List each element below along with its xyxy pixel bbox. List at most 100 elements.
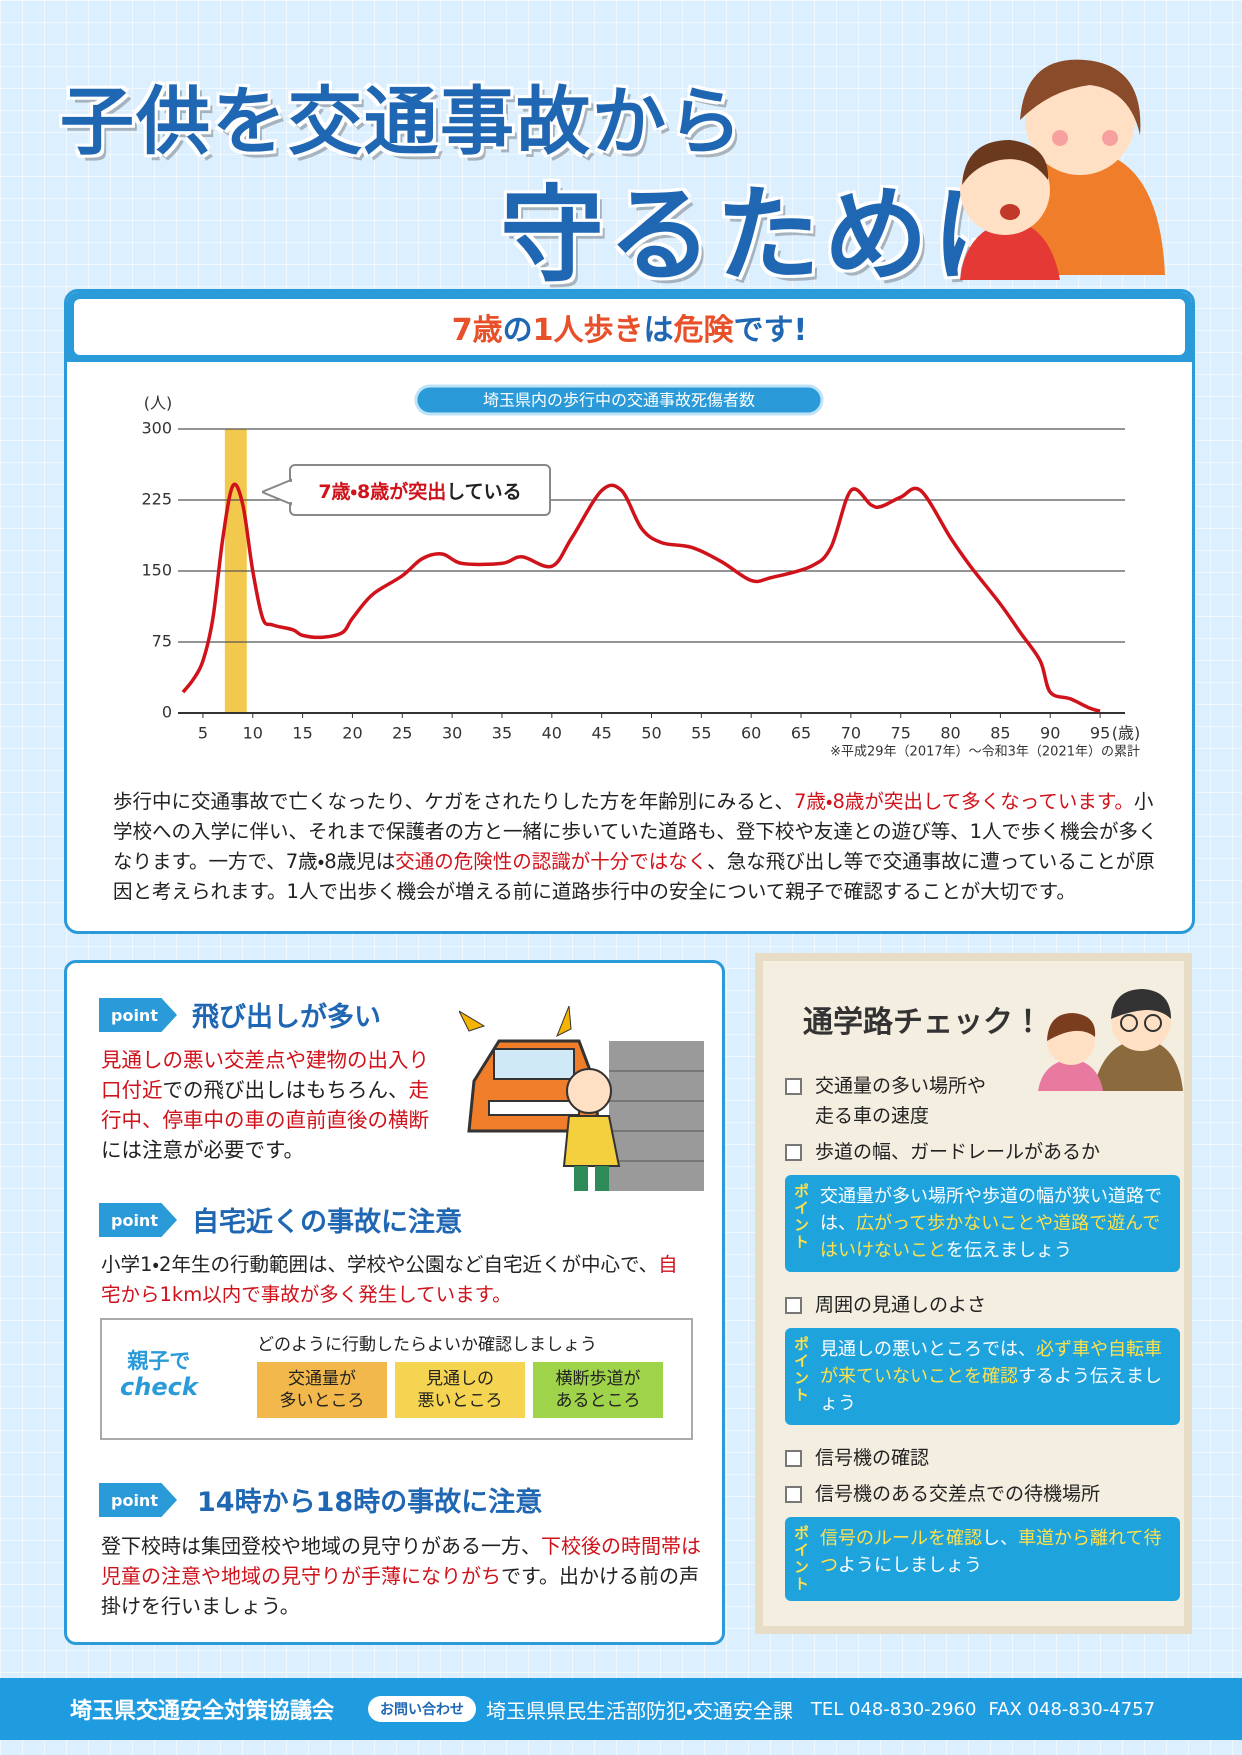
point-body: 見通しの悪い交差点や建物の出入り口付近での飛び出しはもちろん、走行中、停車中の車…	[101, 1045, 446, 1165]
check-item: 交通量の多い場所や 走る車の速度	[785, 1071, 1180, 1131]
check-option: 交通量が 多いところ	[257, 1362, 387, 1418]
point-heading: 飛び出しが多い	[192, 1002, 381, 1033]
option-line: あるところ	[555, 1391, 641, 1411]
text-run: ようにしましょう	[838, 1555, 982, 1576]
option-line: 悪いところ	[417, 1391, 503, 1411]
tip-label: ポイント	[792, 1525, 810, 1593]
x-tick-label: 65	[791, 724, 811, 743]
text-run: 小学1・2年生の行動範囲は、学校や公園など自宅近くが中心で、	[101, 1253, 659, 1276]
chart-area	[97, 377, 1167, 772]
banner-text: 7歳の 1人歩きは危険 です!	[74, 299, 1185, 355]
route-check-title: 通学路チェック！	[803, 1005, 1043, 1040]
x-tick-label: 95	[1090, 724, 1110, 743]
footer: 埼玉県交通安全対策協議会 お問い合わせ 埼玉県県民生活部防犯・交通安全課 TEL…	[0, 1678, 1242, 1740]
x-tick-label: 55	[691, 724, 711, 743]
tip-box: ポイント 交通量が多い場所や歩道の幅が狭い道路では、広がって歩かないことや道路で遊…	[785, 1175, 1180, 1272]
x-tick-label: 90	[1040, 724, 1060, 743]
check-item: 周囲の見通しのよさ	[785, 1290, 1180, 1320]
logo-line: 親子で	[127, 1349, 191, 1373]
text-run: 交通の危険性の認識が十分ではなく	[395, 850, 708, 873]
points-box: point 飛び出しが多い 見通しの悪い交差点や建物の出入り口付近での飛び出しは…	[64, 960, 725, 1645]
text-run: している	[446, 480, 522, 503]
check-options: 交通量が 多いところ 見通しの 悪いところ 横断歩道が あるところ	[257, 1362, 663, 1418]
checkbox-icon	[785, 1297, 802, 1314]
y-tick-label: 300	[141, 419, 172, 438]
option-line: 交通量が	[288, 1369, 356, 1389]
car-illustration	[459, 1005, 704, 1191]
check-logo: 親子で check	[120, 1348, 198, 1400]
text-run: 自宅から1km以内で事故が多く発生しています。	[101, 1253, 678, 1306]
x-tick-label: 25	[392, 724, 412, 743]
check-item: 歩道の幅、ガードレールがあるか	[785, 1137, 1180, 1167]
check-box: 親子で check どのように行動したらよいか確認しましょう 交通量が 多いところ…	[100, 1318, 693, 1440]
checkbox-icon	[785, 1144, 802, 1161]
footer-tel: TEL 048-830-2960	[810, 1698, 977, 1720]
chart-note: ※平成29年（2017年）～令和3年（2021年）の累計	[830, 744, 1140, 760]
point-badge: point	[99, 1203, 177, 1237]
text-run: 、急な飛び出し等で交通事故に遭っていることが原因と考えられます。1人で出歩く機会…	[113, 850, 1155, 903]
item-line: 交通量の多い場所や	[815, 1075, 987, 1097]
check-item: 信号機のある交差点での待機場所	[785, 1479, 1180, 1509]
point-badge: point	[99, 998, 177, 1032]
text-run: 広がって歩かないことや道路で遊んではいけないこと	[820, 1213, 1161, 1261]
point-body: 登下校時は集団登校や地域の見守りがある一方、下校後の時間帯は児童の注意や地域の見…	[101, 1531, 711, 1621]
text-run: 危険	[673, 313, 734, 348]
x-tick-label: 45	[591, 724, 611, 743]
checkbox-icon	[785, 1078, 802, 1095]
check-prompt: どのように行動したらよいか確認しましょう	[257, 1335, 597, 1355]
point-heading: 自宅近くの事故に注意	[192, 1207, 462, 1238]
text-run: 交通量が多い場所や歩道の幅が狭い道路では、	[820, 1186, 1162, 1234]
tip-text: 見通しの悪いところでは、必ず車や自転車が来ていないことを確認するよう伝えましょう	[820, 1336, 1170, 1417]
teacher-illustration	[1038, 989, 1183, 1091]
item-line: 走る車の速度	[815, 1105, 930, 1127]
checkbox-icon	[785, 1486, 802, 1503]
x-tick-label: 40	[542, 724, 562, 743]
y-tick-label: 75	[152, 632, 172, 651]
y-tick-label: 150	[141, 561, 172, 580]
footer-fax: FAX 048-830-4757	[988, 1698, 1156, 1720]
footer-org: 埼玉県交通安全対策協議会	[70, 1699, 335, 1724]
text-run: 1人歩き	[532, 313, 644, 348]
x-tick-label: 15	[292, 724, 312, 743]
point-body: 小学1・2年生の行動範囲は、学校や公園など自宅近くが中心で、自宅から1km以内で…	[101, 1250, 681, 1310]
tip-box: ポイント 見通しの悪いところでは、必ず車や自転車が来ていないことを確認するよう伝え…	[785, 1328, 1180, 1425]
tip-text: 信号のルールを確認し、車道から離れて待つようにしましょう	[820, 1525, 1170, 1593]
chart-title: 埼玉県内の歩行中の交通事故死傷者数	[483, 391, 755, 410]
y-tick-label: 225	[141, 490, 172, 509]
text-run: 7歳	[451, 313, 503, 348]
text-run: 信号のルールを確認	[820, 1528, 982, 1549]
check-group: 周囲の見通しのよさポイント 見通しの悪いところでは、必ず車や自転車が来ていないこと…	[785, 1290, 1180, 1425]
x-unit: (歳)	[1112, 724, 1141, 743]
route-check-box: 通学路チェック！ 交通量の多い場所や 走る車の速度歩道の幅、ガードレールがあるかポ…	[755, 953, 1192, 1634]
tip-text: 交通量が多い場所や歩道の幅が狭い道路では、広がって歩かないことや道路で遊んではい…	[820, 1183, 1170, 1264]
text-run: 7歳・8歳が突出	[318, 480, 447, 503]
x-tick-label: 60	[741, 724, 761, 743]
check-option: 見通しの 悪いところ	[395, 1362, 525, 1418]
banner: 7歳の 1人歩きは危険 です!	[67, 292, 1192, 362]
tip-box: ポイント 信号のルールを確認し、車道から離れて待つようにしましょう	[785, 1517, 1180, 1601]
x-tick-label: 80	[940, 724, 960, 743]
point-badge: point	[99, 1483, 177, 1517]
x-tick-label: 30	[442, 724, 462, 743]
text-run: は	[643, 313, 674, 348]
checkbox-icon	[785, 1450, 802, 1467]
y-unit: (人)	[144, 394, 173, 413]
check-option: 横断歩道が あるところ	[533, 1362, 663, 1418]
y-tick-label: 0	[162, 703, 172, 722]
text-run: 見通しの悪い交差点や建物の出入り口付近	[101, 1048, 429, 1102]
x-tick-label: 70	[841, 724, 861, 743]
text-run: 歩行中に交通事故で亡くなったり、ケガをされたりした方を年齢別にみると、	[113, 790, 794, 813]
check-group: 交通量の多い場所や 走る車の速度歩道の幅、ガードレールがあるかポイント 交通量が多い…	[785, 1071, 1180, 1272]
annotation-pointer	[262, 478, 292, 506]
title-line1: 子供を交通事故から	[59, 78, 744, 166]
text-run: を伝えましょう	[946, 1240, 1072, 1261]
chart-title-pill	[414, 384, 824, 416]
text-run: 車道から離れて待つ	[820, 1528, 1162, 1576]
title-line2: 守るために	[499, 173, 1041, 297]
text-run: での飛び出しはもちろん、	[162, 1078, 409, 1102]
option-line: 多いところ	[279, 1391, 365, 1411]
point-heading: 14時から18時の事故に注意	[197, 1487, 543, 1518]
footer-dept: 埼玉県県民生活部防犯・交通安全課	[486, 1698, 793, 1723]
contact-label: お問い合わせ	[368, 1696, 477, 1722]
